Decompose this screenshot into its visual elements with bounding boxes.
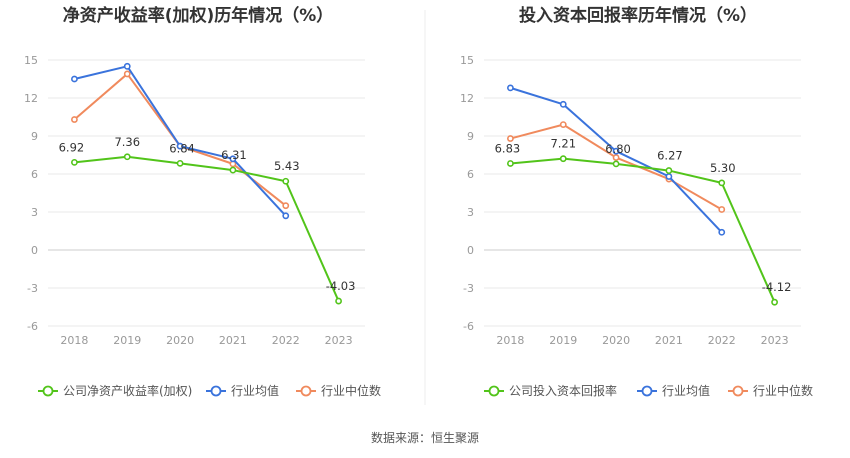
roe-company-point — [229, 166, 237, 174]
roe-x-tick-label: 2023 — [325, 334, 353, 347]
roic-company-point — [559, 155, 567, 163]
roe-legend-item-industry-median[interactable]: 行业中位数 — [296, 383, 381, 398]
roic-company-line — [510, 157, 776, 303]
roic-x-tick-label: 2022 — [708, 334, 736, 347]
roe-legend-label: 行业均值 — [231, 383, 279, 398]
roic-data-label: -4.12 — [762, 280, 792, 294]
roic-y-tick-label: 12 — [460, 92, 474, 105]
roic-legend-label: 公司投入资本回报率 — [509, 383, 617, 398]
roic-industry-mean-point — [559, 100, 567, 108]
roic-company-point — [718, 179, 726, 187]
roic-legend-marker — [641, 385, 653, 397]
roe-x-tick-label: 2021 — [219, 334, 247, 347]
roic-data-label: 7.21 — [550, 137, 576, 151]
roic-legend-label: 行业中位数 — [753, 383, 813, 398]
roic-x-tick-label: 2021 — [655, 334, 683, 347]
roe-data-label: 6.31 — [221, 148, 247, 162]
roe-industry-median-point — [71, 116, 78, 123]
roe-company-point — [282, 177, 290, 185]
roic-x-tick-label: 2023 — [761, 334, 789, 347]
roe-y-tick-label: 15 — [24, 54, 38, 67]
roic-legend-marker — [488, 385, 500, 397]
roic-chart: 投入资本回报率历年情况（%） 15 12 9 6 3 0 -3 -6 2018 2019 2020 20… — [460, 5, 813, 398]
roe-company-point — [123, 153, 131, 161]
roic-legend-item-industry-median[interactable]: 行业中位数 — [728, 383, 813, 398]
roe-industry-median-point — [123, 70, 131, 78]
roe-legend-marker — [300, 385, 312, 397]
roe-data-label: 6.92 — [59, 140, 85, 154]
roe-legend-marker — [42, 385, 54, 397]
roic-y-tick-label: 15 — [460, 54, 474, 67]
roic-x-tick-label: 2019 — [549, 334, 577, 347]
roic-industry-median-point — [559, 121, 567, 128]
roe-y-tick-label: 9 — [31, 130, 38, 143]
roe-industry-median-line — [73, 72, 287, 207]
roic-y-tick-label: 3 — [467, 206, 474, 219]
roic-legend-marker — [732, 385, 744, 397]
roe-company-line — [74, 155, 340, 302]
roe-industry-median-point — [282, 202, 290, 210]
roic-y-tick-label: -3 — [463, 282, 474, 295]
roic-x-tick-label: 2020 — [602, 334, 630, 347]
roic-industry-mean-point — [507, 84, 514, 92]
roic-data-label: 6.27 — [657, 149, 683, 163]
roe-legend-item-industry-mean[interactable]: 行业均值 — [206, 383, 279, 398]
roe-industry-mean-point — [282, 212, 290, 220]
roe-data-label: 5.43 — [274, 159, 300, 173]
roic-chart-title: 投入资本回报率历年情况（%） — [519, 5, 757, 26]
roic-industry-median-point — [718, 206, 726, 213]
roe-chart: 净资产收益率(加权)历年情况（%） 15 12 9 6 3 0 -3 -6 2018 2019 202… — [24, 5, 381, 398]
roic-x-tick-label: 2018 — [496, 334, 524, 347]
roe-industry-mean-point — [176, 142, 184, 150]
roe-company-point — [335, 297, 342, 305]
roe-y-tick-label: 3 — [31, 206, 38, 219]
roe-legend-item-company[interactable]: 公司净资产收益率(加权) — [38, 383, 192, 398]
roic-y-tick-label: 6 — [467, 168, 474, 181]
roic-company-point — [771, 298, 778, 306]
roic-industry-mean-point — [612, 147, 620, 155]
roe-industry-mean-point — [229, 155, 237, 163]
roe-y-tick-label: 12 — [24, 92, 38, 105]
roe-industry-mean-point — [71, 75, 78, 83]
roic-legend-item-industry-mean[interactable]: 行业均值 — [637, 383, 710, 398]
roic-data-label: 6.83 — [495, 141, 521, 155]
roe-chart-title: 净资产收益率(加权)历年情况（%） — [63, 5, 334, 26]
roe-y-tick-label: -6 — [27, 320, 38, 333]
roe-data-label: -4.03 — [326, 279, 356, 293]
roe-company-point — [176, 159, 184, 167]
roic-company-point — [665, 167, 673, 174]
roe-legend-marker — [210, 385, 222, 397]
roic-y-tick-label: -6 — [463, 320, 474, 333]
roe-y-tick-label: -3 — [27, 282, 38, 295]
roe-industry-mean-point — [123, 62, 131, 70]
roe-x-tick-label: 2022 — [272, 334, 300, 347]
roe-legend-label: 公司净资产收益率(加权) — [63, 383, 192, 398]
roe-x-tick-label: 2018 — [60, 334, 88, 347]
roic-industry-mean-point — [665, 173, 673, 180]
roic-y-tick-label: 0 — [467, 244, 474, 257]
roic-company-point — [507, 160, 514, 167]
roe-y-tick-label: 6 — [31, 168, 38, 181]
data-source-note: 数据来源：恒生聚源 — [371, 430, 479, 445]
roic-y-tick-label: 9 — [467, 130, 474, 143]
roic-legend-item-company[interactable]: 公司投入资本回报率 — [484, 383, 617, 398]
roe-data-label: 6.84 — [169, 141, 195, 155]
roic-data-label: 5.30 — [710, 161, 736, 175]
roic-company-point — [612, 160, 620, 168]
roic-legend-label: 行业均值 — [662, 383, 710, 398]
roe-x-tick-label: 2020 — [166, 334, 194, 347]
roic-industry-mean-point — [718, 228, 726, 236]
roic-industry-median-point — [507, 135, 514, 142]
roe-legend-label: 行业中位数 — [321, 383, 381, 398]
roe-company-point — [71, 158, 78, 166]
roic-data-label: 6.80 — [605, 142, 631, 156]
roe-y-tick-label: 0 — [31, 244, 38, 257]
roe-x-tick-label: 2019 — [113, 334, 141, 347]
roic-industry-median-point — [612, 154, 620, 161]
roe-data-label: 7.36 — [114, 135, 140, 149]
